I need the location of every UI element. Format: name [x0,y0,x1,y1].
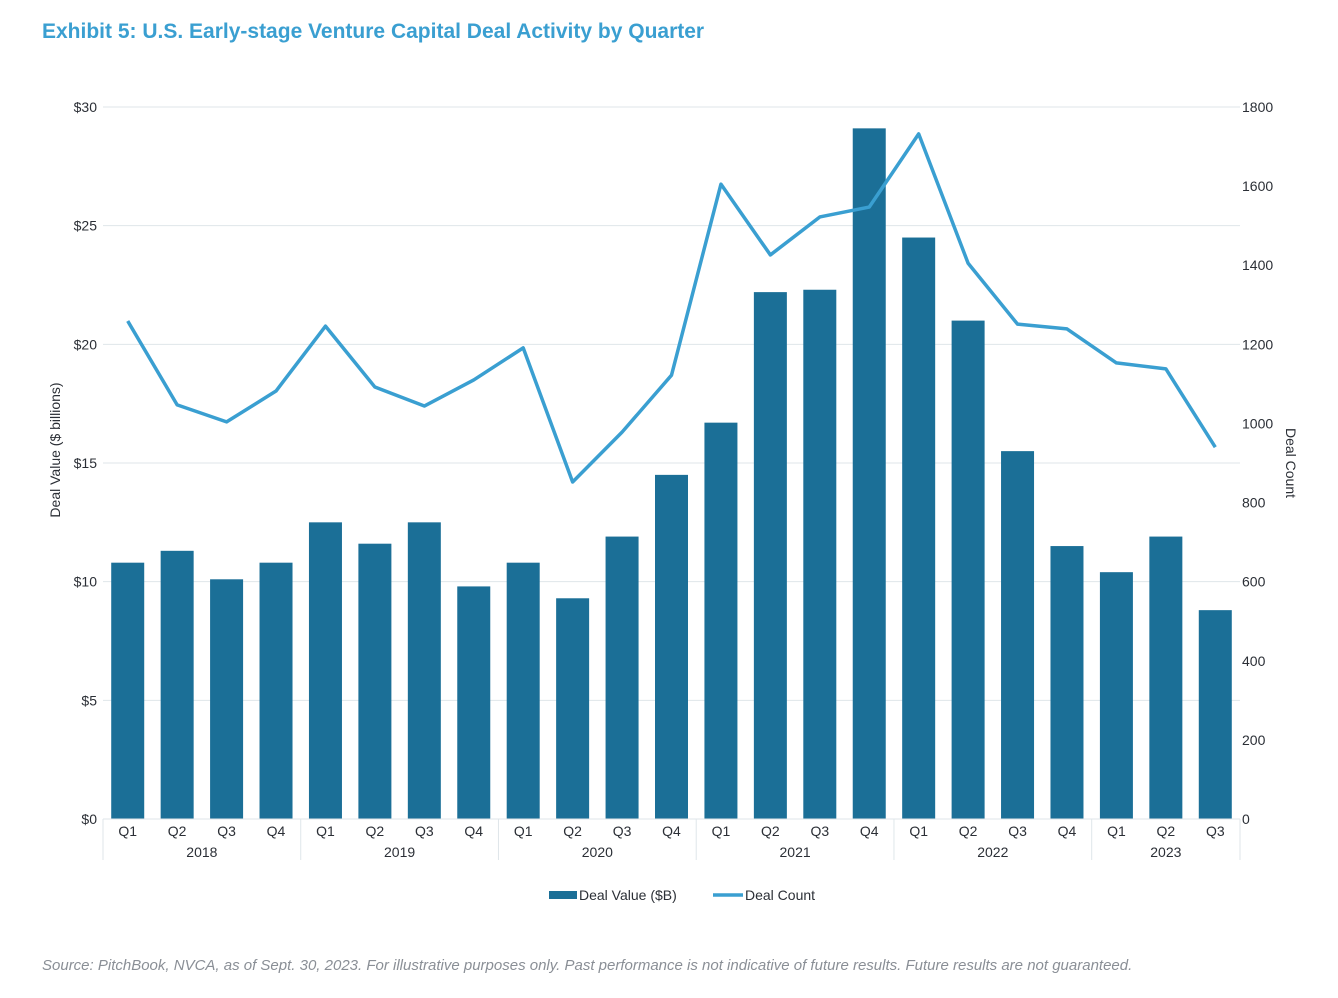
x-tick-label: Q2 [761,823,780,839]
bar-22 [1198,610,1232,819]
bar-5 [358,543,392,819]
bar-18 [1001,451,1035,819]
x-tick-label: Q2 [366,823,385,839]
bar-9 [556,598,590,819]
x-tick-label: Q3 [613,823,632,839]
x-tick-label: Q3 [1206,823,1225,839]
y-axis-label: Deal Value ($ billions) [47,382,63,517]
x-tick-label: Q1 [514,823,533,839]
year-label: 2018 [186,844,217,860]
y2-tick-label: 1200 [1242,336,1273,352]
source-note: Source: PitchBook, NVCA, as of Sept. 30,… [42,957,1133,974]
year-label: 2021 [780,844,811,860]
x-tick-label: Q1 [118,823,137,839]
bar-11 [655,474,688,819]
x-tick-label: Q3 [217,823,236,839]
x-tick-label: Q4 [267,823,286,839]
bar-10 [605,536,639,819]
x-tick-label: Q2 [959,823,978,839]
y-tick-label: $20 [74,336,98,352]
y-tick-label: $0 [81,811,97,827]
y2-tick-label: 0 [1242,811,1250,827]
y2-tick-label: 1800 [1242,99,1273,115]
year-label: 2019 [384,844,415,860]
x-tick-label: Q1 [712,823,731,839]
bar-17 [951,320,985,819]
bar-13 [753,292,787,819]
y2-tick-label: 600 [1242,574,1266,590]
bar-8 [506,562,540,819]
year-label: 2020 [582,844,613,860]
y-tick-label: $30 [74,99,98,115]
bar-3 [259,562,293,819]
x-tick-label: Q4 [860,823,879,839]
year-label: 2023 [1150,844,1181,860]
bar-4 [308,522,342,819]
y2-tick-label: 1000 [1242,415,1273,431]
x-tick-label: Q4 [464,823,483,839]
bar-16 [902,237,936,820]
y-tick-label: $25 [74,218,98,234]
bar-7 [457,586,491,819]
bar-2 [210,579,244,819]
x-tick-label: Q2 [168,823,187,839]
y2-axis-label: Deal Count [1283,428,1299,498]
bar-12 [704,422,738,819]
year-label: 2022 [977,844,1008,860]
legend-label-deal-count: Deal Count [745,887,815,903]
deal-count-line [126,132,1217,484]
bar-19 [1050,546,1084,819]
legend-label-deal-value: Deal Value ($B) [579,887,677,903]
x-tick-label: Q1 [909,823,928,839]
x-tick-label: Q2 [1157,823,1176,839]
x-tick-label: Q4 [662,823,681,839]
bar-6 [407,522,441,819]
chart-title: Exhibit 5: U.S. Early-stage Venture Capi… [42,20,705,43]
bar-0 [111,562,145,819]
x-tick-label: Q4 [1058,823,1077,839]
bar-20 [1099,572,1133,819]
x-tick-label: Q3 [415,823,434,839]
x-tick-label: Q1 [1107,823,1126,839]
bar-15 [852,128,886,820]
y-tick-label: $15 [74,455,98,471]
y-tick-label: $5 [81,692,97,708]
y2-tick-label: 800 [1242,495,1266,511]
y2-tick-label: 1400 [1242,257,1273,273]
y2-tick-label: 200 [1242,732,1266,748]
x-tick-label: Q3 [810,823,829,839]
bar-14 [803,289,837,819]
x-tick-label: Q3 [1008,823,1027,839]
y2-tick-label: 1600 [1242,178,1273,194]
bar-21 [1149,536,1183,819]
y2-tick-label: 400 [1242,653,1266,669]
x-tick-label: Q1 [316,823,335,839]
legend-swatch-deal-value [549,891,577,899]
bar-1 [160,550,194,819]
x-tick-label: Q2 [563,823,582,839]
y-tick-label: $10 [74,574,98,590]
